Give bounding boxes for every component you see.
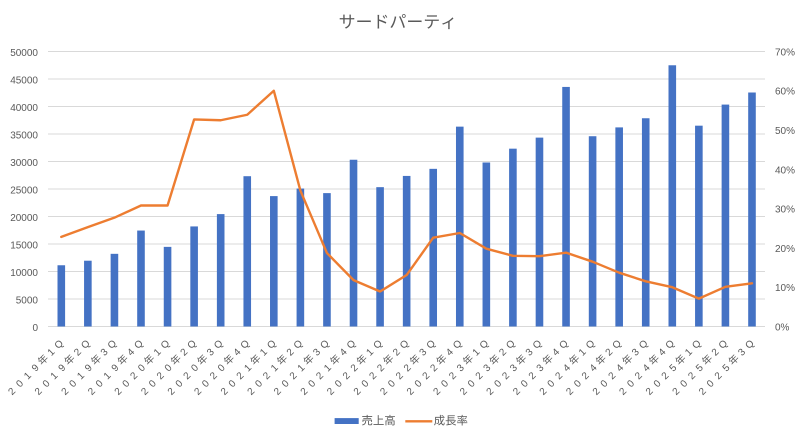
svg-text:5000: 5000 <box>16 295 39 306</box>
svg-text:50000: 50000 <box>10 48 38 59</box>
svg-text:25000: 25000 <box>10 185 38 196</box>
svg-text:0: 0 <box>32 323 38 334</box>
svg-text:60%: 60% <box>775 87 795 98</box>
svg-text:70%: 70% <box>775 47 795 58</box>
svg-text:45000: 45000 <box>10 75 38 86</box>
svg-text:10000: 10000 <box>10 268 38 279</box>
svg-text:15000: 15000 <box>10 240 38 251</box>
svg-text:40000: 40000 <box>10 103 38 114</box>
svg-text:40%: 40% <box>775 165 795 176</box>
svg-text:10%: 10% <box>775 283 795 294</box>
svg-text:30000: 30000 <box>10 158 38 169</box>
svg-text:30%: 30% <box>775 205 795 216</box>
svg-text:50%: 50% <box>775 126 795 137</box>
svg-text:35000: 35000 <box>10 130 38 141</box>
svg-text:20000: 20000 <box>10 213 38 224</box>
svg-text:0%: 0% <box>775 322 790 333</box>
svg-text:20%: 20% <box>775 244 795 255</box>
